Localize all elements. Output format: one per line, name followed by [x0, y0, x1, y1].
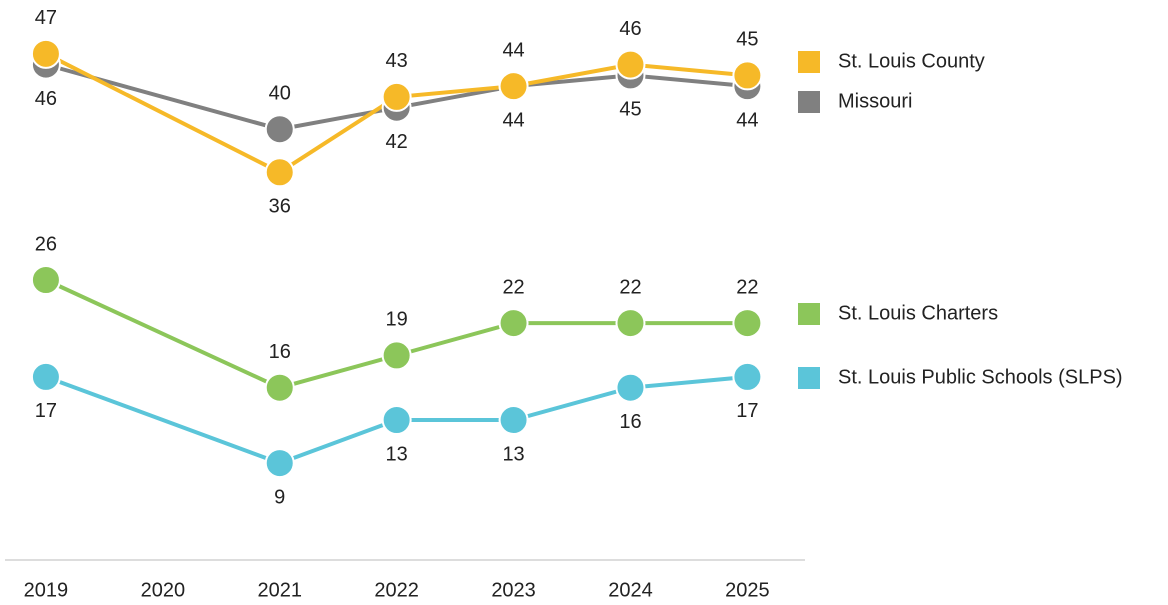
- point: [732, 60, 763, 91]
- point: [498, 308, 529, 339]
- legend-label: St. Louis Charters: [838, 302, 998, 324]
- data-label: 16: [269, 341, 291, 363]
- data-label: 9: [274, 486, 285, 508]
- series-line: [45, 52, 748, 175]
- x-tick-label: 2022: [374, 579, 419, 601]
- legend-swatch: [798, 51, 820, 73]
- data-label: 43: [386, 50, 408, 72]
- point: [732, 361, 763, 392]
- point: [264, 448, 295, 479]
- point: [381, 405, 412, 435]
- point: [732, 308, 763, 339]
- point: [264, 114, 295, 145]
- data-label: 22: [619, 276, 641, 298]
- x-tick-label: 2021: [257, 579, 302, 601]
- series-line: [45, 278, 748, 390]
- point: [615, 49, 646, 80]
- point: [615, 372, 646, 403]
- data-label: 45: [736, 29, 758, 51]
- data-label: 22: [736, 276, 758, 298]
- series-line: [45, 62, 748, 132]
- data-label: 42: [386, 131, 408, 153]
- point: [264, 157, 295, 188]
- data-label: 36: [269, 196, 291, 218]
- x-tick-label: 2020: [141, 579, 186, 601]
- data-label: 40: [269, 83, 291, 105]
- data-label: 44: [502, 39, 524, 61]
- data-label: 44: [736, 109, 758, 131]
- data-label: 45: [619, 99, 641, 121]
- data-label: 17: [35, 400, 57, 422]
- data-label: 22: [502, 276, 524, 298]
- point: [498, 71, 529, 102]
- data-label: 19: [386, 309, 408, 331]
- data-label: 16: [619, 411, 641, 433]
- point: [381, 340, 412, 371]
- data-label: 46: [35, 88, 57, 110]
- legend-swatch: [798, 91, 820, 113]
- legend-swatch: [798, 367, 820, 389]
- legend-label: St. Louis Public Schools (SLPS): [838, 366, 1123, 388]
- x-tick-label: 2019: [24, 579, 69, 601]
- x-tick-label: 2025: [725, 579, 770, 601]
- data-label: 13: [386, 443, 408, 465]
- legend-swatch: [798, 303, 820, 325]
- data-label: 46: [619, 18, 641, 40]
- data-label: 26: [35, 233, 57, 255]
- legend-label: St. Louis County: [838, 50, 985, 72]
- data-label: 17: [736, 400, 758, 422]
- data-label: 47: [35, 7, 57, 29]
- point: [615, 308, 646, 339]
- point: [30, 38, 61, 69]
- data-label: 13: [502, 443, 524, 465]
- legend-label: Missouri: [838, 90, 912, 112]
- x-tick-label: 2024: [608, 579, 653, 601]
- data-label: 44: [502, 109, 524, 131]
- point: [30, 361, 61, 392]
- point: [264, 372, 295, 403]
- point: [381, 81, 412, 112]
- x-tick-label: 2023: [491, 579, 536, 601]
- point: [498, 405, 529, 435]
- point: [30, 265, 61, 295]
- series-line: [45, 374, 748, 466]
